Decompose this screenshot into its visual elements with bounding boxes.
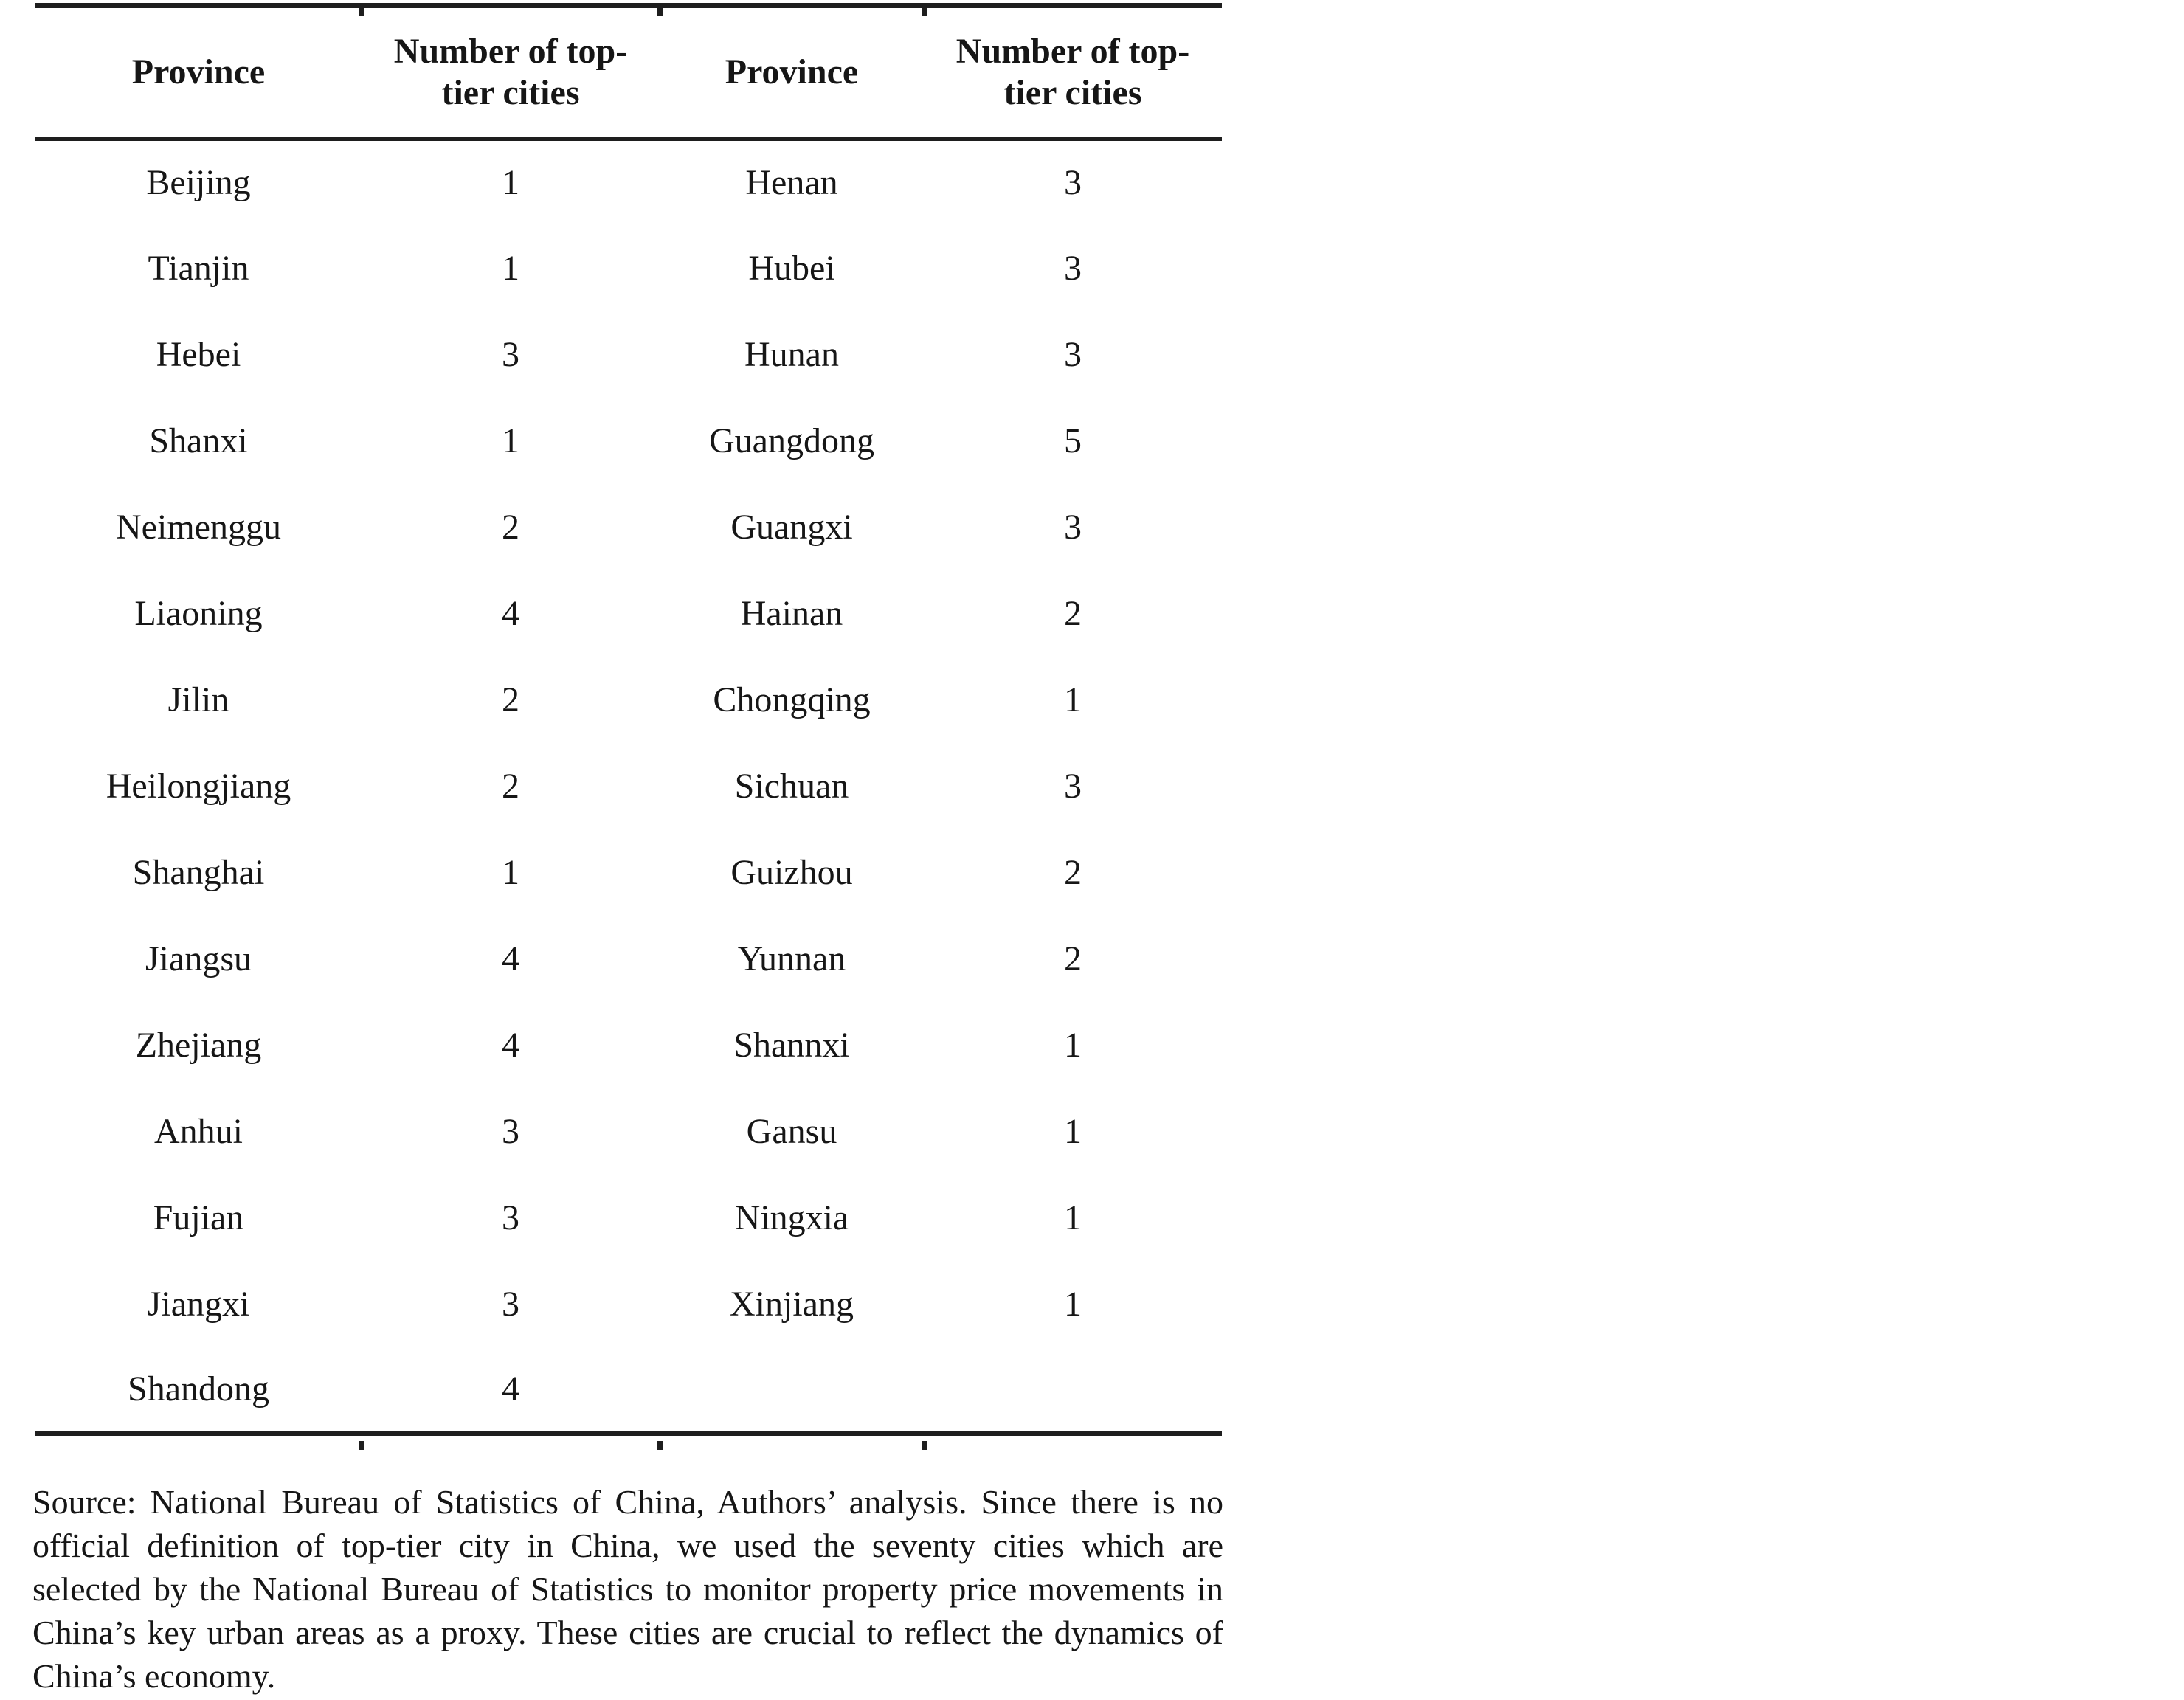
table-row: Anhui 3 Gansu 1	[35, 1088, 1222, 1175]
count-cell: 3	[502, 1198, 519, 1237]
count-cell: 3	[1064, 507, 1082, 547]
count-cell: 2	[502, 680, 519, 719]
table-row: Jiangsu 4 Yunnan 2	[35, 916, 1222, 1002]
province-cell: Sichuan	[734, 766, 849, 806]
province-cities-table: Province Number of top-tier cities Provi…	[35, 3, 1222, 1436]
count-cell: 1	[1064, 1111, 1082, 1151]
count-cell: 3	[502, 334, 519, 374]
column-boundary-tick	[359, 1441, 364, 1450]
column-boundary-tick	[922, 7, 927, 16]
province-cell: Neimenggu	[116, 507, 281, 547]
count-cell: 4	[502, 939, 519, 978]
column-boundary-tick	[359, 7, 364, 16]
count-cell: 1	[1064, 1198, 1082, 1237]
province-cell: Gansu	[746, 1111, 837, 1151]
province-cell: Shanxi	[149, 421, 248, 460]
count-cell: 3	[1064, 766, 1082, 806]
province-cell: Shandong	[128, 1369, 269, 1409]
count-cell: 1	[1064, 1284, 1082, 1324]
province-cell: Ningxia	[734, 1198, 849, 1237]
count-cell: 1	[1064, 680, 1082, 719]
table-row: Neimenggu 2 Guangxi 3	[35, 484, 1222, 570]
table-row: Shanghai 1 Guizhou 2	[35, 829, 1222, 916]
table-row: Tianjin 1 Hubei 3	[35, 225, 1222, 311]
province-cell: Yunnan	[737, 939, 846, 978]
count-cell: 3	[502, 1284, 519, 1324]
province-cell: Xinjiang	[730, 1284, 854, 1324]
province-cell: Zhejiang	[135, 1025, 262, 1065]
province-cell: Anhui	[154, 1111, 243, 1151]
province-cell: Hunan	[744, 334, 839, 374]
count-cell: 3	[1064, 248, 1082, 288]
table-row: Beijing 1 Henan 3	[35, 139, 1222, 225]
table-row: Hebei 3 Hunan 3	[35, 311, 1222, 398]
table-row: Zhejiang 4 Shannxi 1	[35, 1002, 1222, 1088]
count-cell: 1	[1064, 1025, 1082, 1065]
table-row: Liaoning 4 Hainan 2	[35, 570, 1222, 657]
column-boundary-tick	[657, 1441, 663, 1450]
count-cell: 2	[502, 507, 519, 547]
count-cell: 2	[1064, 593, 1082, 633]
count-cell: 2	[502, 766, 519, 806]
count-cell: 3	[1064, 334, 1082, 374]
count-cell: 4	[502, 593, 519, 633]
col-header-count-left: Number of top-tier cities	[362, 5, 660, 141]
count-cell: 1	[502, 852, 519, 892]
count-cell: 1	[502, 421, 519, 460]
source-note: Source: National Bureau of Statistics of…	[32, 1483, 1223, 1695]
province-cell: Hubei	[748, 248, 835, 288]
table-row: Fujian 3 Ningxia 1	[35, 1175, 1222, 1261]
col-header-label: Province	[131, 52, 266, 91]
count-cell: 5	[1064, 421, 1082, 460]
col-header-label: Number of top-tier cities	[956, 31, 1190, 112]
province-cell	[660, 1347, 924, 1434]
province-cell: Jilin	[167, 680, 229, 719]
table-row: Shanxi 1 Guangdong 5	[35, 398, 1222, 484]
province-cell: Guizhou	[730, 852, 853, 892]
header-row: Province Number of top-tier cities Provi…	[35, 5, 1222, 141]
col-header-label: Province	[725, 52, 859, 91]
table-row: Jiangxi 3 Xinjiang 1	[35, 1261, 1222, 1347]
count-cell: 3	[502, 1111, 519, 1151]
col-header-province-right: Province	[660, 5, 924, 141]
province-cell: Jiangsu	[145, 939, 252, 978]
province-cell: Chongqing	[713, 680, 871, 719]
province-cell: Hebei	[156, 334, 241, 374]
province-cell: Fujian	[153, 1198, 244, 1237]
count-cell: 1	[502, 248, 519, 288]
table-header: Province Number of top-tier cities Provi…	[35, 5, 1222, 141]
count-cell: 1	[502, 163, 519, 202]
count-cell: 4	[502, 1369, 519, 1409]
count-cell: 2	[1064, 939, 1082, 978]
col-header-count-right: Number of top-tier cities	[924, 5, 1222, 141]
table-row: Shandong 4	[35, 1347, 1222, 1434]
province-cell: Beijing	[146, 163, 251, 202]
province-cell: Guangxi	[730, 507, 853, 547]
column-boundary-tick	[922, 1441, 927, 1450]
province-cell: Jiangxi	[147, 1284, 250, 1324]
table-body: Beijing 1 Henan 3 Tianjin 1 Hubei 3 Hebe…	[35, 139, 1222, 1434]
count-cell: 3	[1064, 163, 1082, 202]
table-row: Jilin 2 Chongqing 1	[35, 657, 1222, 743]
province-cell: Shanghai	[132, 852, 265, 892]
count-cell: 2	[1064, 852, 1082, 892]
column-boundary-tick	[657, 7, 663, 16]
province-cell: Liaoning	[134, 593, 263, 633]
count-cell: 4	[502, 1025, 519, 1065]
count-cell	[924, 1347, 1222, 1434]
province-cell: Guangdong	[709, 421, 874, 460]
col-header-label: Number of top-tier cities	[393, 31, 628, 112]
col-header-province-left: Province	[35, 5, 362, 141]
table-row: Heilongjiang 2 Sichuan 3	[35, 743, 1222, 829]
province-cell: Henan	[745, 163, 838, 202]
province-cell: Heilongjiang	[106, 766, 291, 806]
province-cell: Shannxi	[733, 1025, 850, 1065]
province-cell: Tianjin	[148, 248, 249, 288]
province-cell: Hainan	[740, 593, 843, 633]
province-cities-table-wrap: Province Number of top-tier cities Provi…	[35, 3, 1222, 1436]
